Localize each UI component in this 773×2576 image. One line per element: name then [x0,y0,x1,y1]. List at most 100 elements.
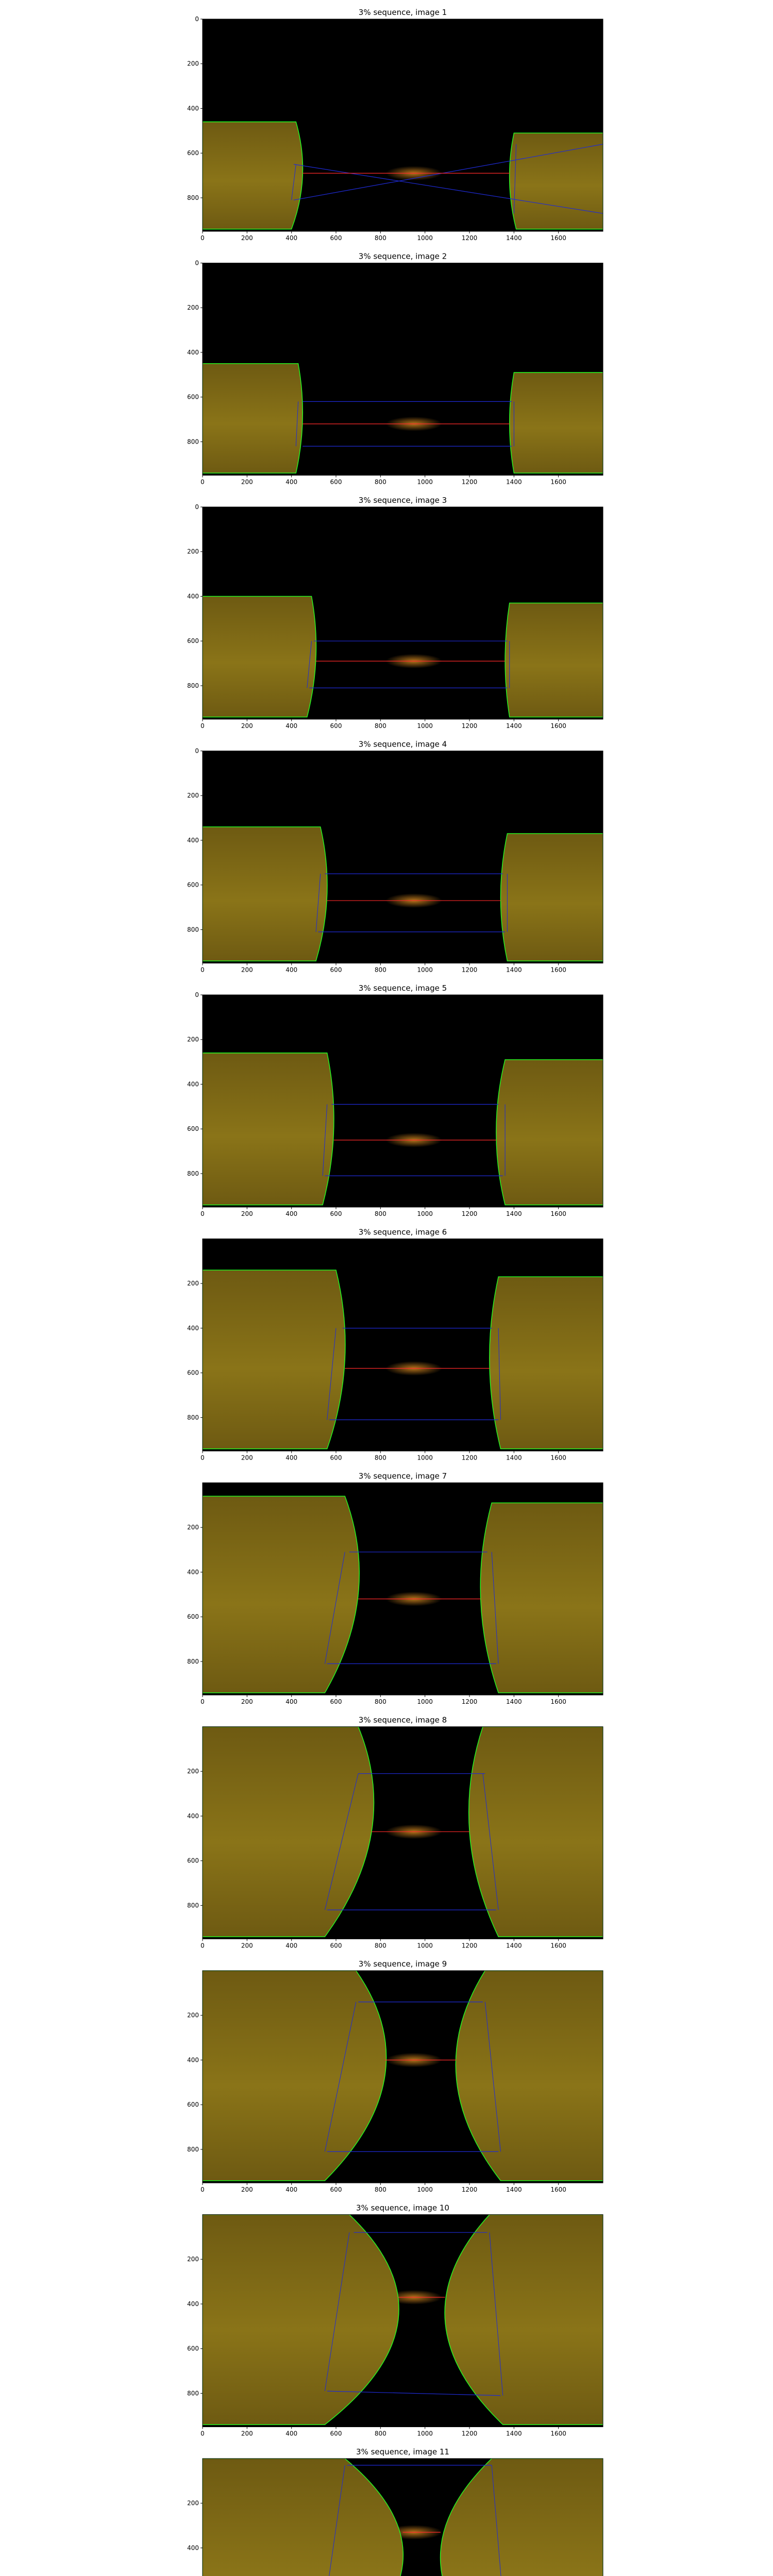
x-tick-label: 1600 [550,1942,566,1950]
left-contour [203,2459,404,2576]
y-tick-label: 400 [187,592,199,600]
x-tick-label: 1000 [417,1454,433,1462]
y-tick-label: 200 [187,1768,199,1775]
x-tick-label: 600 [330,234,342,242]
y-tick-label: 800 [187,1658,199,1665]
right-droplet [440,2459,603,2576]
x-tick-label: 0 [200,1698,205,1705]
image-area [203,263,603,476]
panel-10: 3% sequence, image 10 0 200 400 600 800 1000 12… [187,2204,603,2437]
y-tick-label: 0 [195,991,199,998]
y-tick-label: 600 [187,149,199,157]
left-chord-line [322,1104,328,1176]
x-tick-label: 600 [330,2186,342,2193]
lower-bound-line [327,2391,501,2396]
x-tick-label: 800 [375,2186,386,2193]
x-tick-label: 400 [285,1210,297,1217]
y-tick-label: 400 [187,105,199,112]
panel-5: 3% sequence, image 5 0 200 400 600 800 1000 120… [187,984,603,1217]
x-tick-label: 200 [241,1698,253,1705]
left-droplet [203,1270,345,1449]
y-tick-label: 600 [187,1369,199,1377]
x-tick-label: 400 [285,967,297,974]
x-tick-label: 1000 [417,1698,433,1705]
y-tick-label: 800 [187,194,199,201]
x-tick-label: 800 [375,722,386,730]
y-tick-label: 400 [187,2056,199,2063]
x-tick-label: 400 [285,2186,297,2193]
x-tick-label: 400 [285,234,297,242]
right-contour [444,2214,603,2425]
x-tick-label: 800 [375,1698,386,1705]
right-chord-line [484,2002,501,2152]
x-tick-label: 200 [241,1454,253,1462]
y-tick-label: 800 [187,438,199,445]
x-tick-label: 600 [330,1698,342,1705]
left-droplet [203,363,303,473]
right-chord-line [498,1328,501,1420]
left-droplet [203,1496,360,1693]
x-tick-label: 1000 [417,1210,433,1217]
y-tick-label: 400 [187,1812,199,1820]
x-tick-label: 400 [285,2430,297,2437]
panel-title: 3% sequence, image 9 [359,1959,447,1969]
right-chord-line [491,2465,501,2576]
right-contour [480,1502,603,1693]
x-tick-label: 1400 [506,967,522,974]
x-tick-label: 1600 [550,967,566,974]
x-tick-label: 1000 [417,2430,433,2437]
x-tick-label: 800 [375,234,386,242]
x-tick-label: 1200 [462,2430,478,2437]
right-droplet [480,1503,603,1693]
x-tick-label: 600 [330,479,342,486]
left-chord-line [324,1552,345,1664]
left-droplet [203,122,303,229]
x-tick-label: 0 [200,722,205,730]
y-tick-label: 0 [195,748,199,755]
image-area [203,2459,603,2576]
y-tick-label: 0 [195,15,199,23]
axes-frame [202,1726,603,1939]
x-tick-label: 1400 [506,1942,522,1950]
x-tick-label: 1200 [462,1942,478,1950]
left-contour [203,1726,375,1937]
x-tick-label: 400 [285,479,297,486]
x-tick-label: 600 [330,1942,342,1950]
x-tick-label: 1400 [506,1454,522,1462]
y-tick-label: 400 [187,1325,199,1332]
right-droplet [509,372,603,473]
y-tick-label: 400 [187,2544,199,2551]
x-tick-label: 1000 [417,967,433,974]
y-tick-label: 400 [187,837,199,844]
x-tick-label: 1600 [550,1698,566,1705]
x-tick-label: 1200 [462,1454,478,1462]
image-area [203,2214,603,2427]
right-droplet [489,1277,603,1449]
lower-bound-line [293,144,603,200]
y-tick-label: 600 [187,1125,199,1132]
left-droplet [203,596,316,717]
x-tick-label: 200 [241,2186,253,2193]
x-tick-label: 1400 [506,722,522,730]
x-tick-label: 1000 [417,479,433,486]
y-tick-label: 200 [187,2012,199,2019]
image-area [203,1239,603,1451]
right-contour [509,372,603,473]
y-tick-label: 200 [187,2256,199,2263]
y-tick-label: 400 [187,1080,199,1088]
panel-title: 3% sequence, image 5 [359,984,447,993]
x-tick-label: 600 [330,967,342,974]
x-tick-label: 1000 [417,1942,433,1950]
y-tick-label: 200 [187,60,199,67]
y-tick-label: 200 [187,548,199,555]
y-tick-label: 400 [187,2300,199,2308]
x-tick-label: 1600 [550,479,566,486]
axes-frame [202,2458,603,2576]
x-tick-label: 0 [200,1210,205,1217]
x-tick-label: 1200 [462,722,478,730]
left-chord-line [295,401,299,447]
right-droplet [468,1726,603,1937]
x-tick-label: 1200 [462,479,478,486]
x-tick-label: 1600 [550,2186,566,2193]
